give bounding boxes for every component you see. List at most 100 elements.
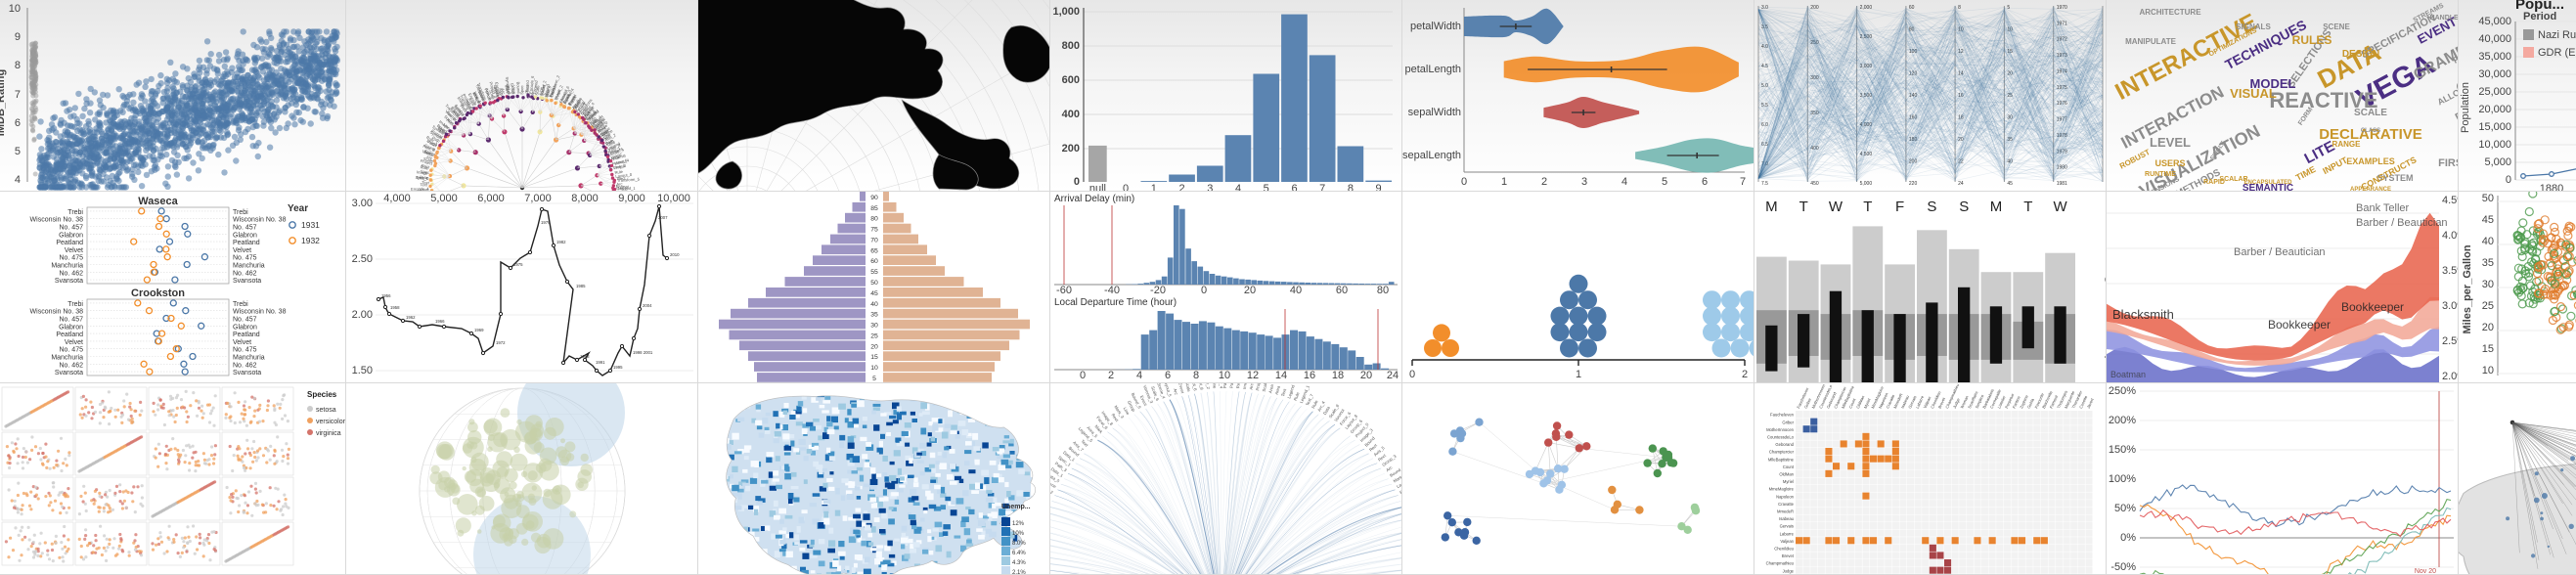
svg-text:5: 5	[15, 146, 21, 157]
svg-text:Trebi: Trebi	[233, 301, 248, 308]
svg-text:T: T	[2023, 199, 2032, 215]
svg-text:2: 2	[1178, 183, 1184, 192]
svg-text:4: 4	[1136, 370, 1142, 381]
svg-text:30: 30	[870, 323, 878, 330]
svg-text:Wisconsin No. 38: Wisconsin No. 38	[233, 309, 287, 316]
svg-text:Local Departure Time (hour): Local Departure Time (hour)	[1054, 297, 1177, 308]
svg-text:RAPID: RAPID	[2203, 179, 2225, 186]
svg-text:1972: 1972	[496, 340, 506, 345]
svg-text:800: 800	[1062, 40, 1080, 52]
svg-text:Group: Group	[616, 186, 628, 191]
svg-text:2: 2	[1108, 370, 1114, 381]
svg-text:5: 5	[1662, 176, 1667, 188]
svg-text:Trebi: Trebi	[67, 301, 83, 308]
svg-text:2: 2	[1742, 369, 1748, 380]
svg-text:7: 7	[15, 89, 21, 101]
svg-text:petalWidth: petalWidth	[1410, 21, 1461, 32]
svg-text:Miles_per_Gallon: Miles_per_Gallon	[2462, 244, 2473, 333]
svg-text:5,000: 5,000	[2484, 156, 2511, 168]
svg-text:T: T	[1863, 199, 1872, 215]
svg-text:0: 0	[1080, 370, 1086, 381]
svg-text:4.0%: 4.0%	[2442, 230, 2459, 242]
svg-text:1985: 1985	[576, 284, 586, 288]
svg-text:450: 450	[1810, 181, 1819, 187]
svg-text:HANDLERS: HANDLERS	[2430, 15, 2459, 22]
svg-text:9,000: 9,000	[618, 193, 645, 204]
svg-text:Peatland: Peatland	[233, 240, 260, 246]
svg-text:2004: 2004	[643, 303, 652, 308]
svg-text:1880: 1880	[2540, 183, 2563, 192]
svg-text:40: 40	[870, 301, 878, 308]
svg-text:Bookkeeper: Bookkeeper	[2341, 300, 2404, 314]
svg-text:4: 4	[1621, 176, 1627, 188]
svg-text:8: 8	[1193, 370, 1199, 381]
svg-text:1969: 1969	[474, 328, 484, 332]
svg-text:1956: 1956	[381, 293, 391, 298]
svg-text:55: 55	[870, 269, 878, 276]
svg-text:2: 2	[1541, 176, 1547, 188]
svg-text:petalLength: petalLength	[1405, 64, 1462, 75]
svg-text:25: 25	[870, 332, 878, 339]
svg-text:8: 8	[15, 60, 21, 71]
svg-text:S: S	[1959, 199, 1969, 215]
svg-text:12: 12	[1247, 370, 1259, 381]
svg-text:45: 45	[870, 290, 878, 297]
svg-text:15: 15	[870, 354, 878, 361]
svg-text:1998 2001: 1998 2001	[633, 350, 653, 355]
svg-text:16: 16	[1304, 370, 1315, 381]
svg-text:45,000: 45,000	[2478, 16, 2511, 27]
svg-text:35: 35	[2482, 257, 2494, 269]
svg-text:35: 35	[870, 312, 878, 319]
svg-text:Svansota: Svansota	[233, 278, 261, 285]
svg-text:LEVEL: LEVEL	[2150, 135, 2191, 150]
svg-text:3: 3	[1207, 183, 1213, 192]
svg-text:Manchuria: Manchuria	[51, 263, 83, 270]
svg-text:2.50: 2.50	[352, 253, 373, 265]
svg-text:70: 70	[870, 237, 878, 243]
svg-text:No. 475: No. 475	[59, 347, 83, 354]
svg-text:0: 0	[1409, 369, 1415, 380]
svg-text:5,000: 5,000	[430, 193, 458, 204]
svg-text:2007: 2007	[658, 215, 668, 220]
svg-text:20,000: 20,000	[2478, 104, 2511, 115]
svg-text:CLASS: CLASS	[2361, 128, 2380, 134]
svg-text:1979: 1979	[541, 220, 551, 225]
svg-text:3: 3	[1581, 176, 1587, 188]
svg-text:18: 18	[1332, 370, 1344, 381]
svg-text:0: 0	[1201, 285, 1207, 296]
svg-text:Glabron: Glabron	[59, 324, 83, 331]
svg-text:No. 475: No. 475	[233, 347, 257, 354]
svg-text:20: 20	[2482, 322, 2494, 333]
svg-text:9: 9	[1376, 183, 1382, 192]
svg-text:Manchuria: Manchuria	[51, 355, 83, 362]
svg-text:Velvet: Velvet	[65, 339, 83, 346]
svg-text:3.0%: 3.0%	[2442, 300, 2459, 312]
svg-text:25: 25	[2482, 300, 2494, 312]
svg-text:Crookston: Crookston	[131, 288, 185, 299]
svg-text:60: 60	[870, 258, 878, 265]
svg-text:SCENE: SCENE	[2323, 22, 2350, 31]
svg-text:Barber / Beautician: Barber / Beautician	[2356, 217, 2448, 229]
svg-text:No. 462: No. 462	[233, 362, 257, 369]
svg-text:Velvet: Velvet	[233, 247, 251, 254]
svg-text:600: 600	[1062, 74, 1080, 86]
svg-text:7: 7	[1740, 176, 1746, 188]
svg-text:1931: 1931	[301, 220, 320, 230]
svg-text:M: M	[1990, 199, 2003, 215]
svg-text:USERS: USERS	[2154, 158, 2185, 168]
svg-text:5: 5	[1264, 183, 1269, 192]
svg-text:40: 40	[2482, 236, 2494, 247]
svg-text:Transform_5: Transform_5	[617, 177, 641, 183]
svg-text:ROBUST: ROBUST	[2118, 148, 2152, 171]
svg-text:1966: 1966	[435, 319, 445, 324]
svg-text:sepalWidth: sepalWidth	[1408, 107, 1461, 118]
svg-text:6,000: 6,000	[477, 193, 505, 204]
svg-text:65: 65	[870, 247, 878, 254]
svg-text:4,000: 4,000	[383, 193, 411, 204]
svg-text:Svansota: Svansota	[55, 370, 83, 376]
svg-text:1982: 1982	[556, 240, 566, 244]
svg-text:2.0%: 2.0%	[2442, 371, 2459, 382]
svg-text:40: 40	[1290, 285, 1302, 296]
svg-text:6: 6	[1291, 183, 1297, 192]
svg-text:W: W	[1829, 199, 1843, 215]
